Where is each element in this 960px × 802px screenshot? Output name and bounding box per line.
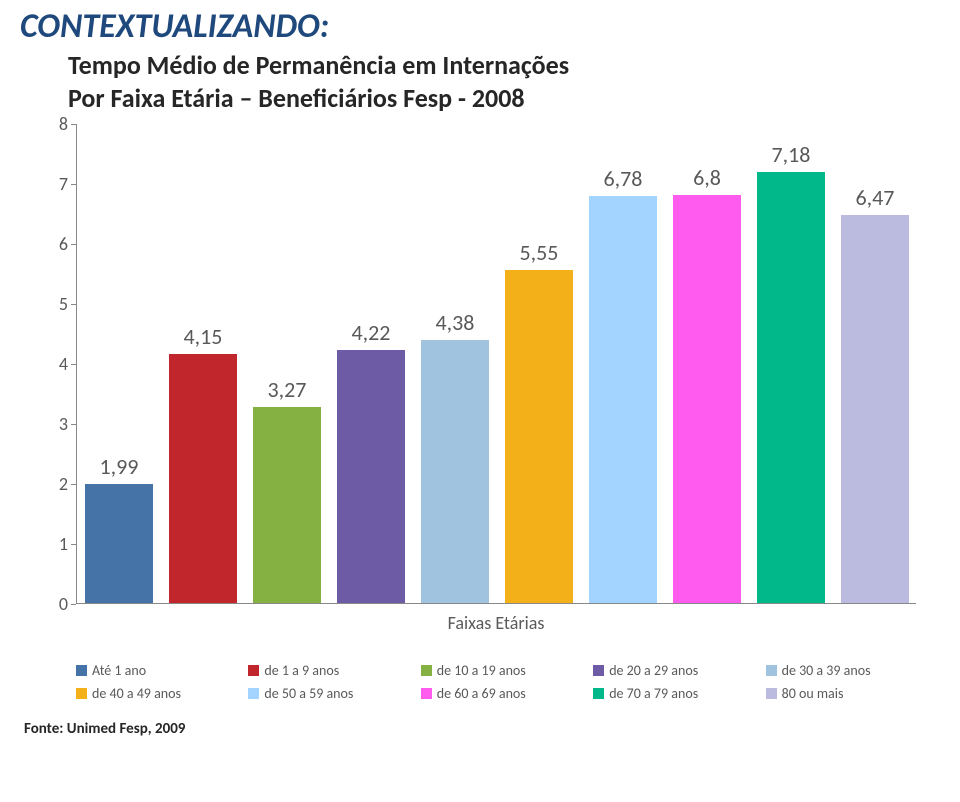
legend-item: de 30 a 39 anos: [766, 662, 930, 679]
legend-label: de 20 a 29 anos: [609, 662, 698, 679]
y-tick-label: 2: [30, 473, 68, 495]
subtitle-line-1: Tempo Médio de Permanência em Internaçõe…: [68, 49, 569, 81]
bar-value-label: 6,78: [604, 165, 643, 192]
y-tick-label: 7: [30, 173, 68, 195]
legend-label: de 50 a 59 anos: [264, 685, 353, 702]
bar: 4,15: [169, 354, 238, 603]
x-axis-title: Faixas Etárias: [76, 612, 916, 634]
y-tick-mark: [71, 304, 76, 305]
y-tick-label: 1: [30, 533, 68, 555]
legend-item: Até 1 ano: [76, 662, 240, 679]
legend-swatch: [248, 688, 259, 699]
bar-value-label: 4,38: [436, 309, 475, 336]
legend-swatch: [593, 688, 604, 699]
source-line: Fonte: Unimed Fesp, 2009: [20, 702, 940, 738]
legend-item: de 70 a 79 anos: [593, 685, 757, 702]
legend-swatch: [766, 665, 777, 676]
legend-item: 80 ou mais: [766, 685, 930, 702]
legend-label: 80 ou mais: [782, 685, 844, 702]
legend-swatch: [76, 665, 87, 676]
bar: 5,55: [505, 270, 574, 603]
y-tick-mark: [71, 484, 76, 485]
y-tick-mark: [71, 124, 76, 125]
plot-area: 1,994,153,274,224,385,556,786,87,186,47: [76, 124, 916, 604]
legend-label: de 1 a 9 anos: [264, 662, 339, 679]
legend-swatch: [76, 688, 87, 699]
bar: 6,47: [841, 215, 910, 603]
bar: 6,8: [673, 195, 742, 603]
y-tick-label: 5: [30, 293, 68, 315]
y-tick-mark: [71, 544, 76, 545]
y-tick-label: 4: [30, 353, 68, 375]
bar: 6,78: [589, 196, 658, 603]
y-tick-mark: [71, 424, 76, 425]
y-tick-mark: [71, 364, 76, 365]
bar-value-label: 4,15: [184, 323, 223, 350]
y-tick-mark: [71, 184, 76, 185]
bar: 1,99: [85, 484, 154, 603]
subtitle-line-2: Por Faixa Etária – Beneficiários Fesp - …: [68, 82, 525, 114]
legend-item: de 40 a 49 anos: [76, 685, 240, 702]
slide: CONTEXTUALIZANDO: Tempo Médio de Permanê…: [0, 0, 960, 748]
bar-value-label: 6,8: [693, 164, 721, 191]
bar-value-label: 5,55: [520, 239, 559, 266]
page-title: CONTEXTUALIZANDO:: [20, 6, 940, 47]
legend-swatch: [766, 688, 777, 699]
legend: Até 1 ano de 1 a 9 anos de 10 a 19 anos de …: [30, 662, 930, 702]
bar-value-label: 3,27: [268, 376, 307, 403]
legend-label: de 60 a 69 anos: [437, 685, 526, 702]
legend-swatch: [593, 665, 604, 676]
legend-item: de 1 a 9 anos: [248, 662, 412, 679]
y-tick-label: 3: [30, 413, 68, 435]
y-tick-label: 8: [30, 113, 68, 135]
bar-value-label: 4,22: [352, 319, 391, 346]
y-tick-mark: [71, 604, 76, 605]
bar-chart: 1,994,153,274,224,385,556,786,87,186,47 …: [30, 124, 930, 654]
y-tick-label: 0: [30, 593, 68, 615]
y-tick-mark: [71, 244, 76, 245]
bar-value-label: 1,99: [100, 453, 139, 480]
legend-item: de 50 a 59 anos: [248, 685, 412, 702]
legend-label: de 10 a 19 anos: [437, 662, 526, 679]
legend-swatch: [421, 688, 432, 699]
legend-item: de 10 a 19 anos: [421, 662, 585, 679]
y-tick-label: 6: [30, 233, 68, 255]
bar: 7,18: [757, 172, 826, 603]
bar: 3,27: [253, 407, 322, 603]
legend-label: de 30 a 39 anos: [782, 662, 871, 679]
bar-value-label: 7,18: [772, 141, 811, 168]
legend-item: de 60 a 69 anos: [421, 685, 585, 702]
legend-label: Até 1 ano: [92, 662, 146, 679]
bar: 4,22: [337, 350, 406, 603]
subtitle: Tempo Médio de Permanência em Internaçõe…: [68, 49, 940, 114]
bar: 4,38: [421, 340, 490, 603]
legend-swatch: [248, 665, 259, 676]
legend-label: de 70 a 79 anos: [609, 685, 698, 702]
legend-swatch: [421, 665, 432, 676]
bar-value-label: 6,47: [856, 184, 895, 211]
legend-label: de 40 a 49 anos: [92, 685, 181, 702]
legend-item: de 20 a 29 anos: [593, 662, 757, 679]
